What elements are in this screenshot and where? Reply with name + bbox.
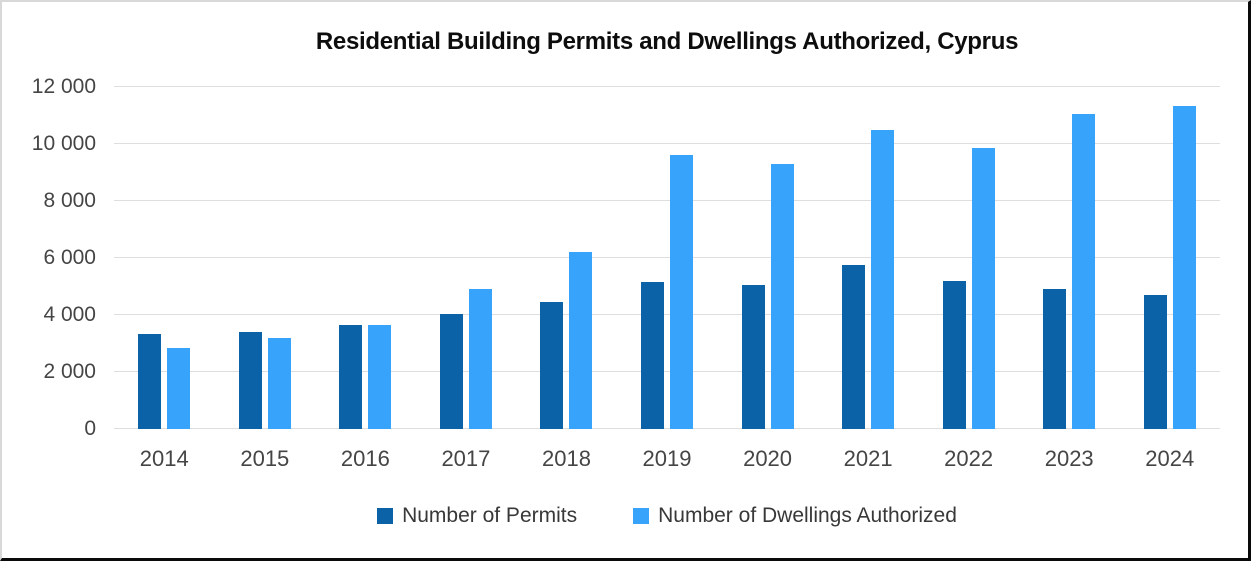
legend-label-permits: Number of Permits — [402, 504, 578, 527]
gridline-8000 — [114, 200, 1220, 201]
gridline-12000 — [114, 86, 1220, 87]
bar-2017-number-of-dwellings-authorized — [468, 289, 492, 429]
gridline-10000 — [114, 143, 1220, 144]
bar-group-2020 — [717, 87, 818, 429]
y-tick-label-8000: 8 000 — [43, 189, 96, 212]
legend: Number of Permits Number of Dwellings Aut… — [114, 504, 1220, 528]
bar-group-2021 — [818, 87, 919, 429]
bar-2020-number-of-dwellings-authorized — [770, 163, 794, 429]
bar-2018-number-of-permits — [540, 302, 564, 429]
x-tick-label-2020: 2020 — [743, 446, 793, 471]
x-tick-label-2015: 2015 — [240, 446, 290, 471]
bar-2024-number-of-permits — [1143, 295, 1167, 429]
chart-title: Residential Building Permits and Dwellin… — [315, 28, 1019, 55]
y-tick-label-0: 0 — [84, 417, 96, 440]
x-tick-label-2021: 2021 — [843, 446, 893, 471]
bar-2016-number-of-permits — [339, 324, 363, 429]
x-tick-label-2019: 2019 — [642, 446, 692, 471]
bars-layer — [114, 87, 1220, 429]
bar-group-2016 — [315, 87, 416, 429]
bar-group-2015 — [215, 87, 316, 429]
bar-2019-number-of-permits — [640, 282, 664, 429]
bar-2023-number-of-dwellings-authorized — [1072, 114, 1096, 429]
x-tick-label-2018: 2018 — [541, 446, 591, 471]
bar-2022-number-of-permits — [942, 280, 966, 429]
bar-2024-number-of-dwellings-authorized — [1172, 105, 1196, 429]
y-tick-label-10000: 10 000 — [31, 132, 96, 155]
bar-group-2017 — [416, 87, 517, 429]
bar-group-2019 — [617, 87, 718, 429]
x-tick-label-2024: 2024 — [1145, 446, 1195, 471]
gridline-6000 — [114, 257, 1220, 258]
bar-group-2023 — [1019, 87, 1120, 429]
legend-item-dwellings: Number of Dwellings Authorized — [633, 504, 957, 528]
legend-swatch-permits-icon — [377, 508, 394, 524]
x-tick-label-2022: 2022 — [944, 446, 994, 471]
bar-2021-number-of-permits — [842, 265, 866, 429]
x-axis: 2014 2015 2016 2017 2018 2019 2020 2021 2022 2023… — [114, 446, 1220, 472]
gridline-2000 — [114, 371, 1220, 372]
bar-2015-number-of-dwellings-authorized — [267, 337, 291, 429]
plot-area — [114, 86, 1220, 429]
y-tick-label-4000: 4 000 — [43, 303, 96, 326]
y-tick-label-12000: 12 000 — [31, 75, 96, 98]
x-tick-label-2023: 2023 — [1044, 446, 1094, 471]
bar-2021-number-of-dwellings-authorized — [871, 129, 895, 429]
bar-2018-number-of-dwellings-authorized — [569, 252, 593, 429]
bar-2019-number-of-dwellings-authorized — [669, 155, 693, 429]
bar-2014-number-of-permits — [138, 333, 162, 429]
y-tick-label-2000: 2 000 — [43, 360, 96, 383]
legend-swatch-dwellings-icon — [633, 508, 650, 524]
bar-group-2014 — [114, 87, 215, 429]
y-tick-label-6000: 6 000 — [43, 246, 96, 269]
bar-group-2022 — [918, 87, 1019, 429]
bar-group-2018 — [516, 87, 617, 429]
bar-2022-number-of-dwellings-authorized — [971, 148, 995, 429]
gridline-0 — [114, 428, 1220, 429]
bar-2017-number-of-permits — [439, 313, 463, 429]
x-tick-label-2014: 2014 — [139, 446, 189, 471]
bar-2023-number-of-permits — [1043, 289, 1067, 429]
bar-2015-number-of-permits — [238, 332, 262, 429]
bar-2020-number-of-permits — [741, 285, 765, 429]
gridline-4000 — [114, 314, 1220, 315]
bar-group-2024 — [1119, 87, 1220, 429]
legend-item-permits: Number of Permits — [377, 504, 577, 528]
bar-2016-number-of-dwellings-authorized — [368, 324, 392, 429]
x-tick-label-2016: 2016 — [340, 446, 390, 471]
x-tick-label-2017: 2017 — [441, 446, 491, 471]
y-axis: 0 2 000 4 000 6 000 8 000 10 000 12 000 — [2, 75, 96, 440]
bar-2014-number-of-dwellings-authorized — [167, 347, 191, 429]
legend-label-dwellings: Number of Dwellings Authorized — [658, 504, 957, 527]
